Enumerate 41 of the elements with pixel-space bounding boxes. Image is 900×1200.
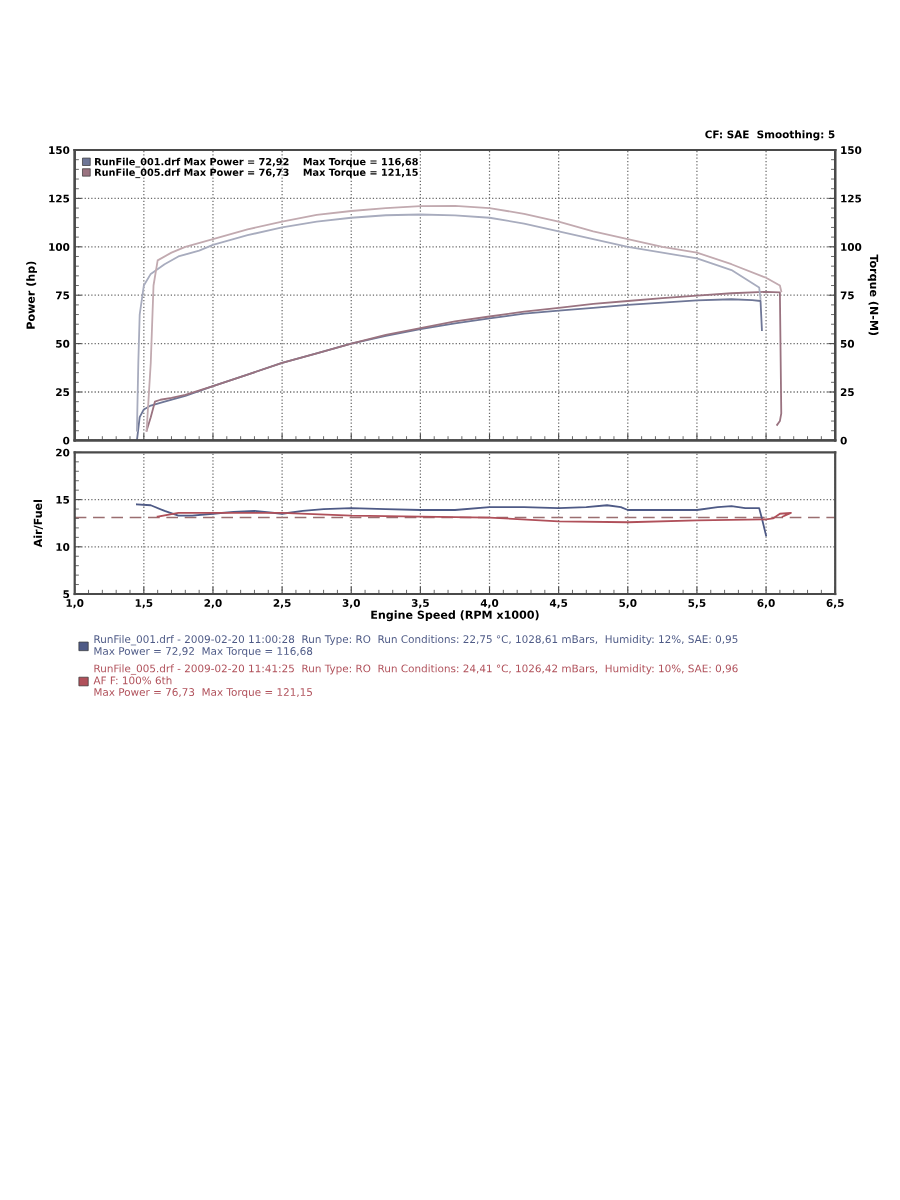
y-axis-title: Power (hp) [26, 261, 37, 329]
y-axis-title: Air/Fuel [33, 500, 43, 548]
y2-tick-label: 25 [840, 388, 854, 397]
x-tick-label: 2,5 [273, 599, 291, 609]
y2-tick-label: 50 [840, 339, 855, 348]
x-tick-label: 3,0 [342, 599, 360, 609]
y-tick-label: 25 [56, 388, 70, 397]
y-tick-label: 10 [56, 543, 70, 551]
y2-tick-label: 150 [841, 146, 862, 155]
x-tick-label: 2,0 [204, 599, 222, 609]
y-tick-label: 20 [56, 448, 70, 457]
y2-tick-label: 125 [841, 194, 862, 203]
x-tick-label: 4,0 [480, 599, 499, 609]
y-tick-label: 150 [49, 146, 70, 155]
x-tick-label: 1,0 [66, 599, 84, 609]
x-tick-label: 5,5 [688, 599, 706, 609]
y-tick-label: 125 [49, 194, 70, 203]
y2-axis-title: Torque (N-M) [867, 254, 879, 336]
y-tick-label: 0 [63, 436, 70, 445]
y2-tick-label: 75 [840, 291, 854, 300]
x-tick-label: 6,0 [757, 599, 775, 609]
x-axis-title: Engine Speed (RPM x1000) [371, 610, 539, 622]
x-tick-label: 5,0 [619, 599, 637, 609]
legend-label: RunFile_001.drf Max Power = 72,92 Max Torque = 116,68 [95, 157, 418, 168]
x-tick-label: 3,5 [411, 599, 429, 609]
legend-label: RunFile_001.drf - 2009-02-20 11:00:28 Run Type: RO Run Conditions: 22,75 °C, 1028,61 mBars, Humidity: 12%, SAE: 0,95 Max Power = 72,92 Max Torque = 116,68 [94, 634, 738, 658]
legend-label: RunFile_005.drf Max Power = 76,73 Max Torque = 121,15 [95, 168, 418, 179]
y-tick-label: 50 [56, 339, 70, 348]
y-tick-label: 15 [56, 495, 70, 504]
x-tick-label: 4,5 [549, 599, 568, 609]
y2-tick-label: 100 [841, 243, 862, 251]
x-tick-label: 6,5 [826, 599, 844, 609]
x-tick-label: 1,5 [135, 599, 153, 609]
text: CF: SAE Smoothing: 5 [705, 130, 835, 141]
y-tick-label: 75 [56, 291, 70, 300]
legend-label: RunFile_005.drf - 2009-02-20 11:41:25 Run Type: RO Run Conditions: 24,41 °C, 1026,42 mBars, Humidity: 10%, SAE: 0,96 AF F: 100% 6th Max Power = 76,73 Max Torque = 121,15 [93, 664, 738, 699]
y-tick-label: 5 [63, 590, 70, 599]
line-series [156, 511, 792, 524]
line-series [136, 503, 767, 537]
y2-tick-label: 0 [840, 436, 847, 445]
y-tick-label: 100 [49, 243, 70, 251]
